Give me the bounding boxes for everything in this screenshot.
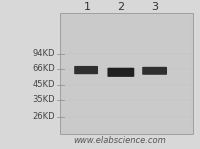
Text: 66KD: 66KD (33, 64, 55, 73)
Text: 35KD: 35KD (33, 95, 55, 104)
Text: 26KD: 26KD (33, 112, 55, 121)
Text: www.elabscience.com: www.elabscience.com (73, 136, 166, 145)
Text: 3: 3 (151, 2, 158, 12)
Text: 1: 1 (84, 2, 91, 12)
Text: 45KD: 45KD (33, 80, 55, 89)
FancyBboxPatch shape (107, 68, 134, 77)
Text: 2: 2 (117, 2, 124, 12)
FancyBboxPatch shape (142, 67, 167, 75)
Bar (62, 14, 191, 132)
Text: 94KD: 94KD (33, 49, 55, 58)
FancyBboxPatch shape (74, 66, 98, 74)
Bar (60, 13, 193, 134)
